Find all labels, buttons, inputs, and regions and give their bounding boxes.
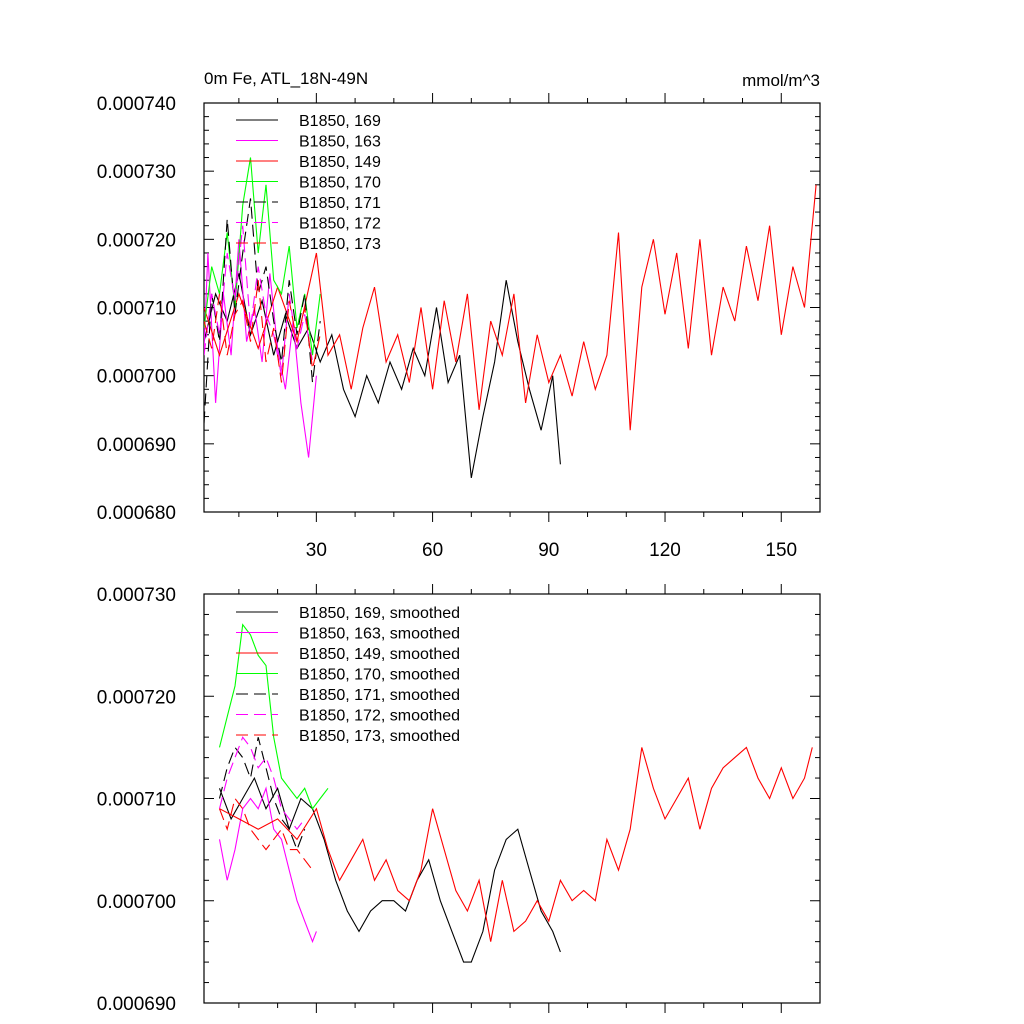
series-line-6 (218, 736, 306, 831)
plot-frame (203, 102, 821, 513)
legend-entry: B1850, 170, smoothed (299, 667, 460, 684)
y-tick-label: 0.000740 (97, 94, 176, 115)
legend-entry: B1850, 172, smoothed (299, 708, 460, 725)
series-line-3 (219, 746, 813, 942)
legend-entry: B1850, 149 (299, 154, 381, 171)
series-line-6 (204, 225, 314, 376)
x-tick-label: 30 (306, 540, 327, 561)
series-line-5 (204, 198, 321, 424)
series-line-7 (218, 797, 313, 871)
y-tick-label: 0.000680 (97, 503, 176, 524)
top-panel: 0m Fe, ATL_18N-49N mmol/m^3 0.000680 0.00… (97, 69, 821, 561)
legend-entry: B1850, 173 (299, 236, 381, 253)
y-tick-label: 0.000730 (97, 162, 176, 183)
legend-entry: B1850, 163 (299, 134, 381, 151)
x-tick-label: 60 (422, 540, 443, 561)
series-line-4 (218, 623, 329, 810)
x-tick-label: 90 (538, 540, 559, 561)
legend-entry: B1850, 171 (299, 195, 381, 212)
y-tick-label: 0.000720 (97, 687, 176, 708)
series-line-3 (204, 184, 817, 431)
x-tick-label: 150 (765, 540, 797, 561)
y-tick-label: 0.000690 (97, 435, 176, 456)
bottom-panel: 0.000690 0.000700 0.000710 0.000720 0.000730… (97, 584, 821, 1015)
legend-entry: B1850, 149, smoothed (299, 646, 460, 663)
legend-entry: B1850, 173, smoothed (299, 728, 460, 745)
legend-entry: B1850, 163, smoothed (299, 626, 460, 643)
y-tick-label: 0.000720 (97, 230, 176, 251)
series-line-1 (204, 273, 561, 479)
units-label: mmol/m^3 (742, 71, 820, 90)
y-tick-label: 0.000700 (97, 892, 176, 913)
x-tick-label: 120 (649, 540, 681, 561)
legend-entry: B1850, 169 (299, 113, 381, 130)
series-line-1 (218, 776, 561, 963)
legend-entry: B1850, 169, smoothed (299, 605, 460, 622)
series-line-4 (204, 157, 321, 356)
y-tick-label: 0.000710 (97, 790, 176, 811)
series-line-5 (218, 737, 306, 852)
y-tick-label: 0.000710 (97, 299, 176, 320)
legend-entry: B1850, 171, smoothed (299, 687, 460, 704)
legend-entry: B1850, 170 (299, 175, 381, 192)
series-line-2 (204, 239, 317, 458)
plot-title: 0m Fe, ATL_18N-49N (204, 69, 368, 88)
y-tick-label: 0.000730 (97, 585, 176, 606)
legend-entry: B1850, 172 (299, 216, 381, 233)
series-line-7 (204, 280, 321, 383)
series-line-2 (218, 786, 317, 944)
y-tick-label: 0.000690 (97, 994, 176, 1015)
y-tick-label: 0.000700 (97, 367, 176, 388)
